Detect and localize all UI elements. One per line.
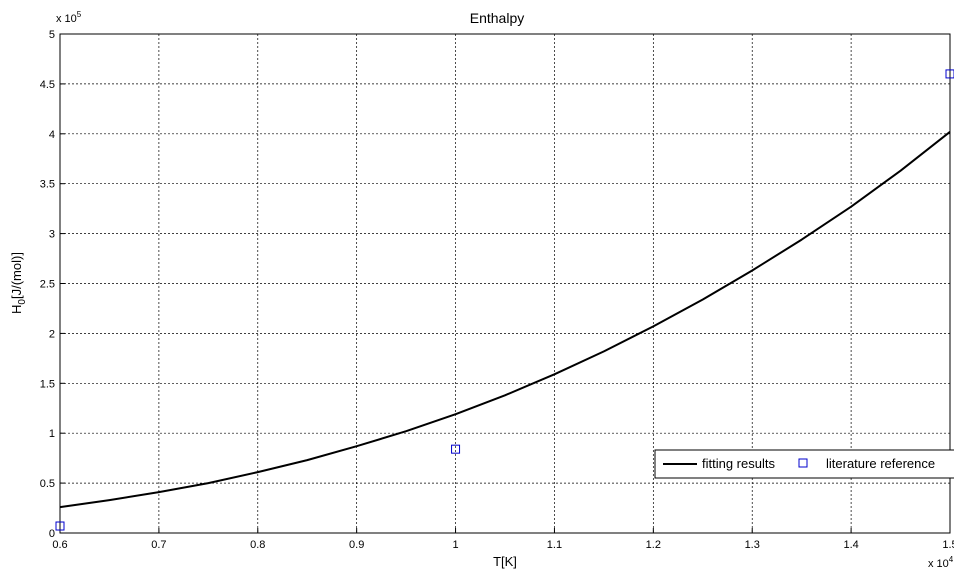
legend-label-literature-reference: literature reference: [826, 456, 935, 471]
series-points: [55, 69, 954, 531]
y-tick-label-6: 3: [49, 229, 55, 241]
x-tick-label-5: 1.1: [547, 539, 562, 551]
x-tick-label-2: 0.8: [250, 539, 265, 551]
y-tick-label-9: 4.5: [40, 79, 55, 91]
y-multiplier-exponent: 5: [77, 10, 82, 19]
y-tick-label-7: 3.5: [40, 179, 55, 191]
y-ticks: 0 0.5 1 1.5 2 2.5 3 3.5 4 4.5 5: [40, 29, 65, 540]
x-multiplier-exponent: 4: [949, 555, 954, 564]
x-axis-label: T[K]: [493, 554, 517, 569]
y-axis-label: H0[J/(mol)]: [9, 252, 28, 314]
data-point-literature-reference-1: [451, 444, 461, 454]
x-tick-label-6: 1.2: [646, 539, 661, 551]
x-tick-label-7: 1.3: [745, 539, 760, 551]
y-axis-label-main: H: [9, 305, 24, 314]
x-tick-label-4: 1: [452, 539, 458, 551]
series-line-fitting-results: [59, 131, 951, 509]
x-tick-label-9: 1.5: [942, 539, 954, 551]
x-multiplier: x 104: [928, 555, 954, 570]
x-tick-label-1: 0.7: [151, 539, 166, 551]
x-tick-label-3: 0.9: [349, 539, 364, 551]
legend-box: [654, 449, 954, 479]
y-tick-label-5: 2.5: [40, 279, 55, 291]
y-tick-label-1: 0.5: [40, 478, 55, 490]
x-ticks: 0.6 0.7 0.8 0.9 1 1.1 1.2 1.3 1.4 1.5: [52, 528, 954, 551]
y-axis-label-subscript: 0: [17, 299, 28, 305]
y-tick-label-10: 5: [49, 29, 55, 41]
y-tick-label-3: 1.5: [40, 378, 55, 390]
x-multiplier-base: x 10: [928, 558, 949, 570]
legend-label-fitting-results: fitting results: [702, 456, 775, 471]
chart-title: Enthalpy: [470, 10, 524, 26]
y-multiplier: x 105: [56, 10, 82, 25]
legend: fitting results literature reference: [654, 449, 954, 479]
x-tick-label-8: 1.4: [843, 539, 858, 551]
x-tick-label-0: 0.6: [52, 539, 67, 551]
legend-square-swatch: [798, 458, 808, 468]
data-point-literature-reference-2: [945, 69, 954, 79]
data-point-literature-reference-0: [55, 521, 65, 531]
y-multiplier-base: x 10: [56, 13, 77, 25]
y-tick-label-2: 1: [49, 428, 55, 440]
y-axis-label-units: [J/(mol)]: [9, 252, 24, 299]
y-tick-label-0: 0: [49, 528, 55, 540]
y-tick-label-8: 4: [49, 129, 55, 141]
series-lines: [59, 131, 951, 509]
y-tick-label-4: 2: [49, 328, 55, 340]
